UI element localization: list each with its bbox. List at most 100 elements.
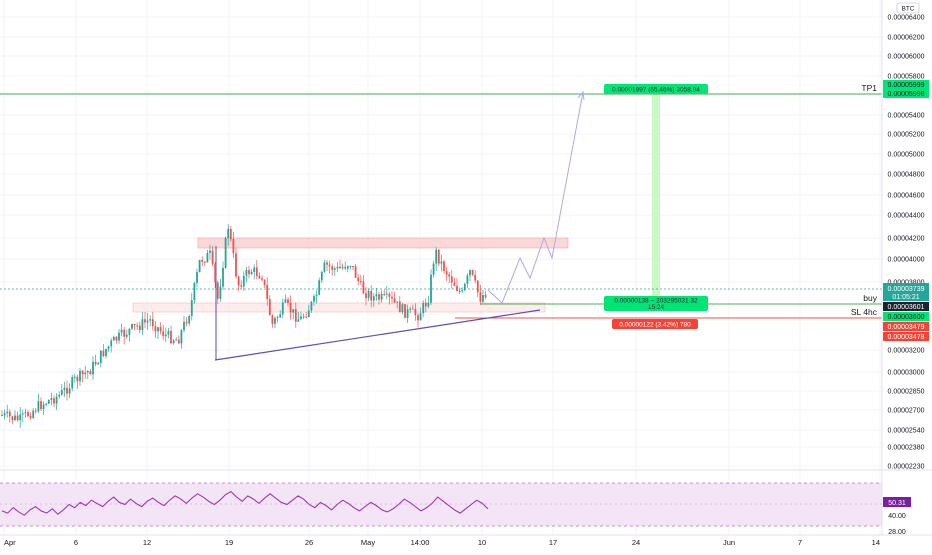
price-tick-label: 0.00005000 (888, 152, 925, 159)
time-tick-label: Apr (4, 538, 16, 547)
candle-body (146, 320, 149, 323)
target-zone (652, 94, 660, 304)
candle-body (167, 330, 170, 335)
candle-body (484, 295, 487, 298)
tp-upper-tag-bg (883, 80, 929, 89)
candle-body (157, 327, 159, 332)
entry-label-bg (604, 296, 708, 311)
price-tick-label: 0.00003200 (888, 348, 925, 355)
candle-body (281, 302, 284, 315)
candle-body (97, 363, 100, 365)
candle-body (214, 263, 217, 283)
candle-body (245, 269, 248, 276)
candle-body (289, 303, 292, 313)
candle-body (154, 326, 157, 332)
price-tick-label: 0.00002850 (888, 389, 925, 396)
candle-body (453, 282, 456, 286)
candle-body (341, 266, 344, 269)
candle-body (307, 310, 310, 318)
candle-body (370, 290, 373, 301)
candle-body (42, 404, 45, 410)
candle-body (34, 410, 37, 412)
stop-label: 0.00000122 (3.42%) 780 (619, 322, 691, 329)
time-tick-label: 17 (549, 538, 557, 547)
buy-price-tag: 0.00003601 (888, 304, 925, 311)
sl-upper-tag-bg (883, 322, 929, 331)
candle-body (89, 371, 92, 375)
tp-lower-tag: 0.00005998 (888, 91, 925, 98)
candle-body (177, 339, 180, 344)
candle-body (461, 290, 464, 292)
price-tick-label: 0.00005400 (888, 113, 925, 120)
candle-body (229, 228, 232, 240)
candle-body (380, 293, 383, 300)
candle-body (203, 261, 206, 263)
projection-arrowhead (577, 90, 585, 101)
candle-body (45, 403, 48, 405)
sl-zone-tag: 0.00003600 (888, 314, 925, 321)
unit-label: BTC (902, 6, 915, 13)
candle-body (401, 304, 404, 313)
candle-body (63, 387, 66, 391)
candle-body (250, 271, 253, 275)
candle-body (66, 387, 68, 394)
candle-body (73, 376, 76, 378)
candle-body (190, 300, 193, 316)
tp-lower-tag-bg (883, 89, 929, 98)
candle-body (235, 253, 237, 277)
resistance-zone (197, 237, 569, 249)
sl-line-label: SL 4hc (851, 307, 878, 317)
tp-line-label: TP1 (861, 83, 877, 93)
candle-body (417, 315, 419, 321)
candle-body (393, 298, 396, 303)
price-tick-label: 0.00005200 (888, 132, 925, 139)
candle-body (404, 304, 406, 318)
candle-body (385, 293, 388, 295)
candle-body (50, 398, 53, 401)
stop-label-bg (612, 319, 698, 329)
candle-body (388, 293, 391, 297)
candle-body (107, 346, 110, 349)
candle-body (432, 263, 435, 275)
candle-body (180, 330, 183, 344)
candle-body (305, 316, 308, 318)
candle-body (115, 336, 118, 341)
candle-body (68, 388, 71, 394)
candle-body (110, 340, 113, 347)
candle-body (47, 400, 50, 404)
candle-body (450, 276, 453, 283)
ascending-trendline[interactable] (214, 309, 541, 361)
candle-body (32, 410, 35, 418)
price-tick-label: 0.00002540 (888, 428, 925, 435)
candle-body (40, 401, 42, 410)
candle-body (372, 296, 375, 301)
candle-body (27, 412, 29, 417)
candle-body (183, 321, 185, 331)
price-tick-label: 0.00002380 (888, 445, 925, 452)
projection-path (487, 91, 584, 304)
candle-body (261, 278, 263, 280)
candle-body (367, 290, 370, 299)
candle-body (302, 316, 305, 318)
candle-body (170, 330, 172, 344)
candle-body (427, 302, 430, 307)
candle-body (378, 294, 380, 300)
support-zone (132, 302, 546, 313)
candle-body (339, 266, 341, 269)
candle-body (292, 309, 295, 313)
time-tick-label: 14:00 (411, 538, 430, 547)
candle-body (463, 283, 466, 291)
candle-body (120, 329, 123, 333)
price-axis[interactable]: 0.00006400 0.00006200 0.00006000 0.00005800… (888, 15, 925, 471)
time-axis[interactable]: Apr 6 12 19 26 May 14:00 10 17 24 Jun 7 14 (4, 538, 880, 547)
candle-body (362, 281, 365, 294)
candle-body (398, 301, 401, 313)
candle-body (162, 331, 165, 337)
price-tick-label: 0.00006200 (888, 35, 925, 42)
time-tick-label: May (361, 538, 375, 547)
price-tick-label: 0.00003000 (888, 370, 925, 377)
price-tick-label: 0.00004600 (888, 193, 925, 200)
time-tick-label: 7 (798, 538, 802, 547)
